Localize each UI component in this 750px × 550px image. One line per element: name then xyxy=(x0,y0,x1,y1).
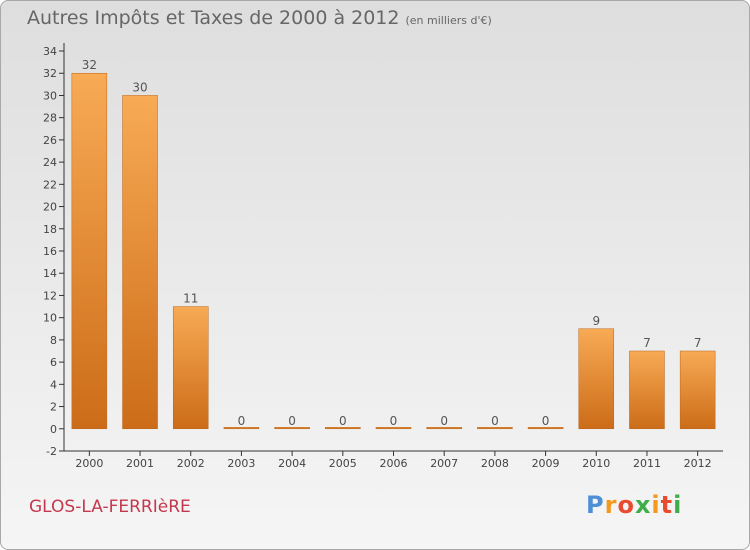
bar-value-label: 0 xyxy=(390,414,398,428)
bar-value-label: 0 xyxy=(238,414,246,428)
x-tick-label: 2012 xyxy=(684,457,712,470)
y-tick-label: 28 xyxy=(43,112,57,125)
y-tick-label: 34 xyxy=(43,45,57,58)
y-tick-label: 16 xyxy=(43,245,57,258)
title-row: Autres Impôts et Taxes de 2000 à 2012 (en… xyxy=(27,7,492,29)
y-tick-label: 2 xyxy=(50,401,57,414)
y-tick-label: 12 xyxy=(43,289,57,302)
y-tick-label: 14 xyxy=(43,267,57,280)
x-tick-label: 2007 xyxy=(430,457,458,470)
x-tick-label: 2000 xyxy=(75,457,103,470)
y-tick-label: 32 xyxy=(43,67,57,80)
bar-value-label: 11 xyxy=(183,292,198,306)
y-tick-label: 22 xyxy=(43,178,57,191)
y-tick-label: 8 xyxy=(50,334,57,347)
bar xyxy=(629,350,665,430)
x-tick-label: 2006 xyxy=(380,457,408,470)
bar-value-label: 9 xyxy=(592,314,600,328)
bar xyxy=(325,427,361,430)
x-tick-label: 2002 xyxy=(177,457,205,470)
bar-value-label: 0 xyxy=(440,414,448,428)
bar xyxy=(223,427,260,430)
y-tick-label: 24 xyxy=(43,156,57,169)
bar-value-label: 30 xyxy=(132,80,147,94)
bar xyxy=(527,427,564,430)
bar-value-label: 0 xyxy=(542,414,550,428)
chart-subtitle: (en milliers d'€) xyxy=(405,14,492,27)
bar-value-label: 0 xyxy=(339,414,347,428)
x-tick-label: 2001 xyxy=(126,457,154,470)
x-tick-label: 2004 xyxy=(278,457,306,470)
bar-value-label: 32 xyxy=(82,58,97,72)
x-tick-label: 2008 xyxy=(481,457,509,470)
bar xyxy=(172,306,209,430)
bar-value-label: 7 xyxy=(694,336,702,350)
x-tick-label: 2009 xyxy=(532,457,560,470)
bar-value-label: 0 xyxy=(491,414,499,428)
y-tick-label: 20 xyxy=(43,201,57,214)
y-tick-label: 6 xyxy=(50,356,57,369)
bar xyxy=(426,427,462,430)
bar xyxy=(274,427,310,430)
logo-letter: i xyxy=(673,491,683,519)
proxiti-logo[interactable]: Proxiti xyxy=(586,491,682,519)
x-tick-label: 2003 xyxy=(227,457,255,470)
logo-letter: t xyxy=(660,491,674,519)
bar xyxy=(477,427,513,430)
y-tick-label: 26 xyxy=(43,134,57,147)
bar xyxy=(375,427,412,430)
x-tick-label: 2010 xyxy=(582,457,610,470)
bar xyxy=(122,95,158,430)
y-tick-label: 0 xyxy=(50,423,57,436)
y-tick-label: -2 xyxy=(46,445,57,458)
x-tick-label: 2005 xyxy=(329,457,357,470)
town-name: GLOS-LA-FERRIèRE xyxy=(29,497,191,517)
y-tick-label: 10 xyxy=(43,312,57,325)
logo-letter: x xyxy=(634,491,652,519)
logo-letter: r xyxy=(604,491,618,519)
bar xyxy=(679,350,716,430)
logo-letter: P xyxy=(586,491,605,519)
y-tick-label: 18 xyxy=(43,223,57,236)
bar xyxy=(578,328,615,430)
y-tick-label: 30 xyxy=(43,89,57,102)
bar-value-label: 7 xyxy=(643,336,651,350)
logo-letter: i xyxy=(651,491,661,519)
bar xyxy=(71,72,108,430)
logo-letter: o xyxy=(617,491,635,519)
y-tick-label: 4 xyxy=(50,378,57,391)
chart-title: Autres Impôts et Taxes de 2000 à 2012 xyxy=(27,7,400,29)
bar-value-label: 0 xyxy=(288,414,296,428)
x-tick-label: 2011 xyxy=(633,457,661,470)
